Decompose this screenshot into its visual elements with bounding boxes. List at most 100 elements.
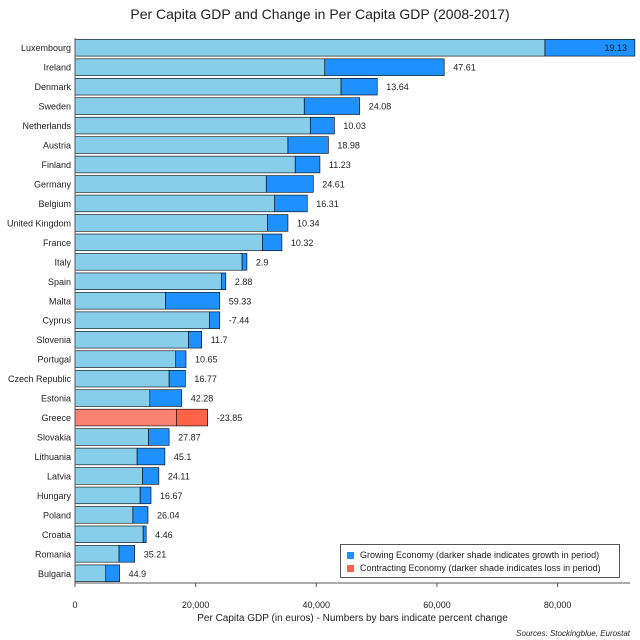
bar-change bbox=[267, 214, 289, 232]
bar-base bbox=[74, 292, 166, 310]
category-label: United Kingdom bbox=[7, 218, 71, 228]
category-label: Slovakia bbox=[37, 433, 71, 443]
category-label: Bulgaria bbox=[38, 569, 71, 579]
data-label: 11.7 bbox=[211, 335, 228, 345]
x-tick-label: 60,000 bbox=[423, 600, 451, 610]
data-label: 44.9 bbox=[129, 569, 147, 579]
bar-change bbox=[340, 77, 378, 96]
category-label: Luxembourg bbox=[21, 43, 71, 53]
category-label: Poland bbox=[43, 510, 71, 520]
category-label: Finland bbox=[41, 160, 71, 170]
data-label: 16.67 bbox=[160, 491, 183, 501]
bar-base bbox=[74, 116, 311, 135]
category-label: Germany bbox=[34, 179, 72, 189]
category-label: Czech Republic bbox=[8, 374, 72, 384]
category-label: Ireland bbox=[43, 63, 71, 73]
bar-base bbox=[74, 97, 305, 115]
data-label: 24.11 bbox=[168, 471, 190, 481]
data-label: 42.28 bbox=[191, 394, 214, 404]
bar-change bbox=[209, 311, 221, 329]
x-tick-label: 0 bbox=[72, 600, 77, 610]
bar-change bbox=[241, 253, 248, 271]
legend: Growing Economy (darker shade indicates … bbox=[340, 544, 620, 578]
category-label: Sweden bbox=[38, 102, 71, 112]
legend-label-growing: Growing Economy (darker shade indicates … bbox=[360, 550, 600, 560]
bar-base bbox=[74, 389, 151, 407]
bar-base bbox=[74, 525, 144, 544]
category-label: Estonia bbox=[41, 394, 71, 404]
bar-base bbox=[74, 545, 120, 563]
data-label: -7.44 bbox=[229, 316, 250, 326]
data-label: 16.31 bbox=[316, 199, 339, 209]
data-label: 4.46 bbox=[155, 530, 173, 540]
bar-change bbox=[142, 525, 147, 544]
data-label: 10.65 bbox=[195, 355, 218, 365]
data-label: 59.33 bbox=[229, 296, 252, 306]
data-label: 47.61 bbox=[453, 63, 476, 73]
bar-base bbox=[74, 467, 143, 485]
bar-base bbox=[74, 564, 107, 582]
data-label: 24.08 bbox=[369, 102, 392, 112]
bar-base bbox=[74, 175, 267, 193]
bar-change bbox=[324, 58, 445, 76]
category-label: Austria bbox=[43, 141, 71, 151]
bar-change bbox=[168, 369, 186, 388]
bar-change bbox=[262, 233, 283, 252]
bar-change bbox=[148, 428, 170, 446]
data-label: 35.21 bbox=[144, 549, 167, 559]
data-label: 2.88 bbox=[235, 277, 253, 287]
legend-item-growing: Growing Economy (darker shade indicates … bbox=[347, 549, 599, 561]
data-label: 10.34 bbox=[297, 218, 320, 228]
category-label: Malta bbox=[49, 296, 71, 306]
data-label: 19.13 bbox=[604, 43, 627, 53]
bar-change bbox=[136, 447, 166, 466]
category-label: Lithuania bbox=[34, 452, 71, 462]
data-label: 2.9 bbox=[256, 257, 269, 267]
bar-change bbox=[149, 389, 183, 407]
bar-base bbox=[74, 155, 296, 174]
bar-change bbox=[309, 116, 335, 135]
bar-base bbox=[74, 408, 177, 427]
data-label: 10.03 bbox=[343, 121, 366, 131]
category-label: Denmark bbox=[34, 82, 71, 92]
bar-change bbox=[188, 331, 202, 349]
category-label: Portugal bbox=[37, 355, 71, 365]
bar-base bbox=[74, 77, 342, 96]
bar-base bbox=[74, 311, 210, 329]
category-label: Latvia bbox=[47, 471, 71, 481]
bar-change bbox=[165, 292, 221, 310]
data-label: 16.77 bbox=[194, 374, 217, 384]
category-label: Spain bbox=[48, 277, 71, 287]
bar-base bbox=[74, 233, 263, 252]
bar-base bbox=[74, 506, 134, 524]
bar-base bbox=[74, 39, 546, 57]
bar-base bbox=[74, 486, 141, 505]
bar-change bbox=[544, 39, 636, 57]
data-label: 26.04 bbox=[157, 510, 180, 520]
bar-base bbox=[74, 136, 289, 154]
category-label: Romania bbox=[35, 549, 71, 559]
bar-base bbox=[74, 58, 326, 76]
category-label: Italy bbox=[54, 257, 71, 267]
category-label: Hungary bbox=[37, 491, 72, 501]
legend-item-contracting: Contracting Economy (darker shade indica… bbox=[347, 562, 601, 574]
bar-base bbox=[74, 350, 177, 368]
bar-base bbox=[74, 369, 170, 388]
category-label: Cyprus bbox=[42, 316, 71, 326]
chart-title: Per Capita GDP and Change in Per Capita … bbox=[130, 6, 510, 22]
data-label: 10.32 bbox=[291, 238, 314, 248]
bar-change bbox=[287, 136, 329, 154]
data-label: 24.61 bbox=[322, 179, 345, 189]
bar-base bbox=[74, 428, 149, 446]
bar-change bbox=[118, 545, 136, 563]
category-label: Slovenia bbox=[36, 335, 71, 345]
bar-change bbox=[303, 97, 361, 115]
category-label: Netherlands bbox=[22, 121, 71, 131]
bar-change bbox=[105, 564, 120, 582]
bar-change bbox=[139, 486, 152, 505]
bar-base bbox=[74, 331, 189, 349]
data-label: 13.64 bbox=[386, 82, 409, 92]
bar-base bbox=[74, 272, 222, 290]
source-note: Sources: Stockingblue, Eurostat bbox=[516, 629, 630, 638]
